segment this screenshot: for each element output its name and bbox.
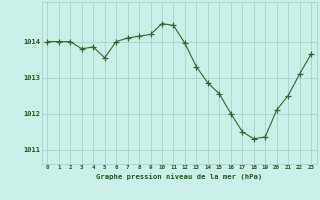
X-axis label: Graphe pression niveau de la mer (hPa): Graphe pression niveau de la mer (hPa) (96, 173, 262, 180)
